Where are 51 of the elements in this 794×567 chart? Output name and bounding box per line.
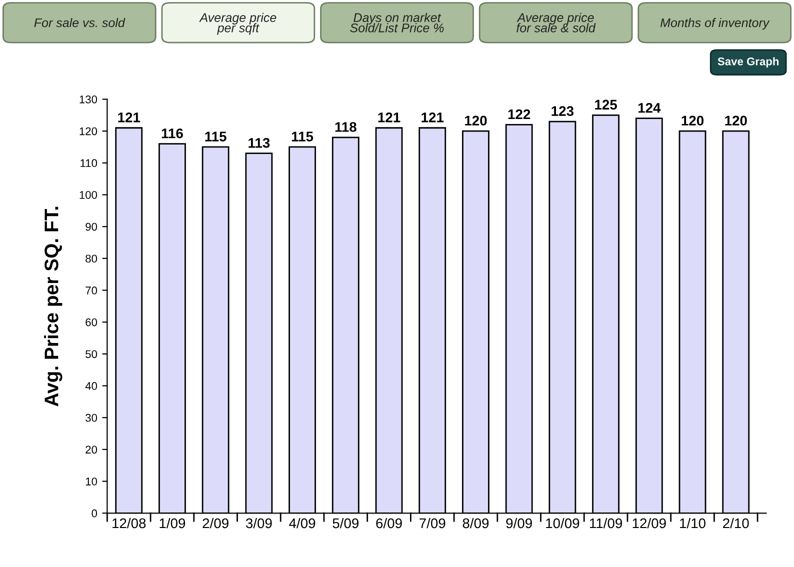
- x-tick-label: 5/09: [332, 518, 359, 528]
- x-tick-label: 2/09: [202, 518, 228, 528]
- y-tick-label: 80: [86, 254, 98, 263]
- y-axis-title: Avg. Price per SQ. FT.: [44, 206, 62, 406]
- data-label: 113: [248, 138, 270, 148]
- x-tick-label: 7/09: [420, 518, 446, 528]
- x-tick-label: 11/09: [590, 518, 622, 528]
- x-tick-label: 12/08: [112, 518, 146, 528]
- y-tick-label: 90: [86, 222, 98, 231]
- text: Average price for sale & sold: [516, 12, 596, 32]
- data-label: 125: [595, 100, 617, 110]
- y-tick-label: 30: [86, 414, 98, 422]
- data-label: 121: [422, 112, 444, 122]
- data-label: 124: [638, 102, 661, 113]
- data-label: 120: [725, 116, 747, 126]
- y-tick-label: 110: [80, 159, 98, 168]
- y-tick-label: 10: [86, 478, 98, 486]
- x-tick-label: 6/09: [376, 518, 402, 528]
- x-tick-label: 10/09: [546, 518, 580, 528]
- text: Average price per sqft: [199, 12, 276, 35]
- text: Save Graph: [718, 57, 779, 68]
- data-label: 116: [162, 128, 183, 138]
- y-tick-label: 20: [86, 446, 98, 454]
- text: Months of inventory: [660, 18, 770, 30]
- data-label: 120: [682, 116, 704, 126]
- text: Days on market Sold/List Price %: [350, 12, 444, 32]
- data-label: 122: [508, 109, 530, 120]
- data-label: 118: [335, 122, 356, 132]
- y-tick-label: 0: [92, 509, 98, 518]
- x-tick-label: 8/09: [462, 518, 489, 528]
- x-tick-label: 4/09: [289, 518, 316, 528]
- y-tick-label: 130: [80, 95, 98, 104]
- x-tick-label: 12/09: [632, 518, 666, 528]
- y-tick-label: 40: [85, 382, 98, 390]
- x-tick-label: 9/09: [506, 518, 532, 528]
- data-label: 115: [292, 132, 314, 142]
- data-label: 115: [205, 132, 226, 142]
- text: For sale vs. sold: [34, 18, 126, 28]
- data-label: 121: [118, 112, 140, 122]
- y-tick-label: 100: [80, 191, 98, 199]
- x-tick-label: 2/10: [723, 518, 749, 528]
- data-label: 121: [378, 112, 400, 122]
- y-tick-label: 50: [86, 350, 98, 358]
- y-tick-label: 60: [86, 318, 98, 326]
- y-tick-label: 70: [86, 286, 98, 294]
- x-tick-label: 3/09: [246, 518, 272, 528]
- x-tick-label: 1/10: [680, 518, 706, 528]
- x-tick-label: 1/09: [160, 518, 186, 528]
- data-label: 120: [465, 116, 487, 126]
- y-tick-label: 120: [80, 127, 98, 136]
- data-label: 123: [552, 106, 574, 116]
